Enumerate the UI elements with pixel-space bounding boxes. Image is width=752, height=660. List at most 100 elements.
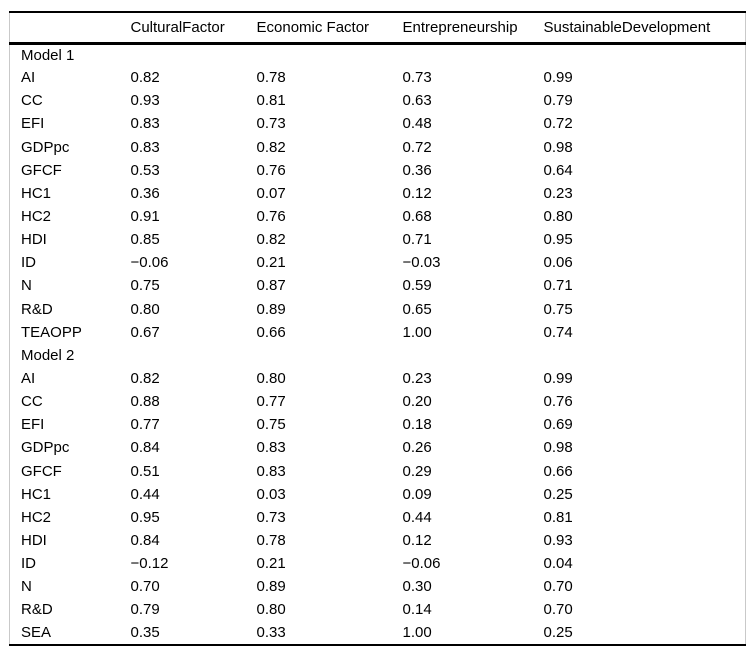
correlation-table-container: CulturalFactor Economic Factor Entrepren…: [9, 11, 746, 646]
value-cell: 0.84: [130, 532, 160, 550]
value-cell: 0.09: [402, 485, 432, 503]
row-label: N: [21, 578, 32, 596]
value-cell: 0.88: [130, 393, 160, 411]
value-cell: 0.35: [130, 624, 160, 642]
value-cell: 0.81: [256, 92, 286, 110]
value-cell: 0.36: [402, 161, 432, 179]
value-cell: 0.68: [402, 208, 432, 226]
value-cell: 0.67: [130, 323, 160, 341]
value-cell: 0.78: [256, 532, 286, 550]
row-label: EFI: [21, 115, 45, 133]
value-cell: 0.80: [256, 601, 286, 619]
value-cell: 0.70: [130, 578, 160, 596]
value-cell: 0.25: [543, 485, 573, 503]
row-label: CC: [21, 393, 43, 411]
table-row: GDPpc 0.84 0.83 0.26 0.98: [10, 436, 746, 459]
value-cell: 0.77: [256, 393, 286, 411]
value-cell: 0.12: [402, 184, 432, 202]
value-cell: 0.21: [256, 254, 286, 272]
row-label: CC: [21, 92, 43, 110]
value-cell: 1.00: [402, 323, 432, 341]
header-empty-cell: [10, 12, 131, 43]
value-cell: 0.69: [543, 416, 573, 434]
table-header: CulturalFactor Economic Factor Entrepren…: [9, 12, 746, 43]
value-cell: 0.25: [543, 624, 573, 642]
header-cultural-factor: CulturalFactor: [130, 18, 225, 36]
section-label: Model 2: [21, 346, 75, 364]
value-cell: 0.21: [256, 555, 286, 573]
value-cell: 0.75: [256, 416, 286, 434]
row-label: HC1: [21, 184, 52, 202]
value-cell: 0.75: [543, 300, 573, 318]
table-row: N 0.75 0.87 0.59 0.71: [10, 274, 746, 297]
table-row: ID −0.06 0.21 −0.03 0.06: [10, 251, 746, 274]
section-label: Model 1: [21, 46, 75, 64]
value-cell: 0.95: [130, 508, 160, 526]
value-cell: 0.63: [402, 92, 432, 110]
value-cell: 0.18: [402, 416, 432, 434]
value-cell: −0.03: [402, 254, 441, 272]
header-economic-factor: Economic Factor: [256, 18, 370, 36]
value-cell: 0.12: [402, 532, 432, 550]
value-cell: 0.82: [256, 138, 286, 156]
value-cell: 0.82: [256, 231, 286, 249]
value-cell: 0.95: [543, 231, 573, 249]
row-label: TEAOPP: [21, 323, 82, 341]
row-label: HC1: [21, 485, 52, 503]
section-row: Model 1: [10, 43, 746, 66]
row-label: HC2: [21, 508, 52, 526]
table-body: Model 1 AI 0.82 0.78 0.73 0.99 CC 0.93 0.81 0.63 0…: [10, 43, 746, 645]
value-cell: 0.84: [130, 439, 160, 457]
row-label: AI: [21, 370, 36, 388]
row-label: EFI: [21, 416, 45, 434]
value-cell: 0.36: [130, 184, 160, 202]
row-label: AI: [21, 69, 36, 87]
value-cell: 0.73: [256, 115, 286, 133]
value-cell: 0.98: [543, 439, 573, 457]
value-cell: 0.81: [543, 508, 573, 526]
value-cell: 0.14: [402, 601, 432, 619]
value-cell: 0.75: [130, 277, 160, 295]
value-cell: 0.70: [543, 578, 573, 596]
value-cell: 0.33: [256, 624, 286, 642]
row-label: HDI: [21, 532, 47, 550]
value-cell: 0.89: [256, 578, 286, 596]
value-cell: 0.30: [402, 578, 432, 596]
table-row: GFCF 0.51 0.83 0.29 0.66: [10, 460, 746, 483]
value-cell: 0.87: [256, 277, 286, 295]
table-row: EFI 0.83 0.73 0.48 0.72: [10, 112, 746, 135]
table-row: EFI 0.77 0.75 0.18 0.69: [10, 413, 746, 436]
value-cell: 0.44: [130, 485, 160, 503]
header-sustainable-development: SustainableDevelopment: [543, 18, 711, 36]
table-row: CC 0.93 0.81 0.63 0.79: [10, 89, 746, 112]
row-label: GFCF: [21, 161, 62, 179]
value-cell: 0.80: [543, 208, 573, 226]
row-label: N: [21, 277, 32, 295]
value-cell: 0.66: [543, 462, 573, 480]
value-cell: 0.99: [543, 69, 573, 87]
section-row: Model 2: [10, 344, 746, 367]
value-cell: 0.53: [130, 161, 160, 179]
value-cell: 0.83: [130, 138, 160, 156]
value-cell: 0.73: [256, 508, 286, 526]
table-row: GDPpc 0.83 0.82 0.72 0.98: [10, 136, 746, 159]
value-cell: 0.23: [402, 370, 432, 388]
table-row: TEAOPP 0.67 0.66 1.00 0.74: [10, 321, 746, 344]
value-cell: 0.80: [130, 300, 160, 318]
table-row: HDI 0.85 0.82 0.71 0.95: [10, 228, 746, 251]
row-label: R&D: [21, 300, 53, 318]
value-cell: 0.76: [256, 161, 286, 179]
value-cell: 0.04: [543, 555, 573, 573]
table-row: HC2 0.95 0.73 0.44 0.81: [10, 506, 746, 529]
value-cell: 0.91: [130, 208, 160, 226]
row-label: GDPpc: [21, 439, 70, 457]
value-cell: 0.20: [402, 393, 432, 411]
table-row: CC 0.88 0.77 0.20 0.76: [10, 390, 746, 413]
header-row: CulturalFactor Economic Factor Entrepren…: [10, 12, 746, 43]
value-cell: 0.71: [543, 277, 573, 295]
value-cell: 0.64: [543, 161, 573, 179]
row-label: ID: [21, 254, 36, 272]
row-label: HDI: [21, 231, 47, 249]
row-label: SEA: [21, 624, 52, 642]
value-cell: 0.03: [256, 485, 286, 503]
